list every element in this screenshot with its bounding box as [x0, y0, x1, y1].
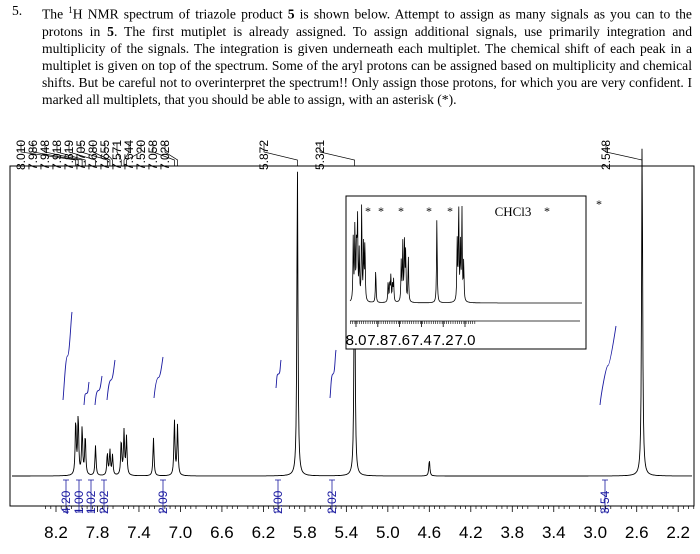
text-segment: H NMR spectrum of triazole product [72, 6, 288, 22]
peak-shift-label: 8.010 [14, 140, 28, 170]
inset-tick-label: 8.0 [346, 332, 367, 349]
peak-label-leader [32, 143, 79, 166]
inset-asterisk: * [398, 204, 404, 218]
peak-label-leader [92, 143, 111, 166]
integral-value: 2.00 [271, 490, 285, 514]
peak-shift-label: 7.655 [98, 140, 112, 170]
question-body: The 1H NMR spectrum of triazole product … [42, 2, 692, 108]
axis-tick-label: 2.6 [625, 523, 649, 542]
integral-value: 3.54 [598, 490, 612, 514]
inset-asterisk: * [365, 204, 371, 218]
inset-trace [349, 204, 582, 304]
peak-shift-label: 7.571 [110, 140, 124, 170]
peak-label-leader [20, 143, 77, 166]
question-text: 5. The 1H NMR spectrum of triazole produ… [12, 2, 692, 108]
axis-tick-label: 3.8 [500, 523, 524, 542]
peak-shift-label: 5.872 [257, 140, 271, 170]
integral-value: 2.02 [325, 490, 339, 514]
peak-label-leader [44, 143, 83, 166]
peak-label-leader [104, 143, 113, 166]
integral-value: 4.20 [59, 490, 73, 514]
axis-tick-label: 7.0 [169, 523, 193, 542]
peak-shift-label: 7.705 [74, 140, 88, 170]
ppm-axis: 8.2 7.8 7.4 7.0 6.6 6.2 5.8 5.4 5.0 4.6 4.2 3.8 3.4 3… [44, 506, 695, 542]
integral-curve [62, 311, 73, 401]
axis-tick-label: 2.2 [666, 523, 690, 542]
spectrum-plot: * [9, 148, 695, 507]
solvent-label: CHCl3 [495, 204, 532, 219]
integral-value: 2.09 [156, 490, 170, 514]
integral-curve [599, 325, 617, 406]
text-segment: The [42, 6, 69, 22]
superscript: 1 [68, 5, 73, 15]
inset-tick-label: 7.2 [433, 332, 454, 349]
aromatic-inset: 8.0 7.8 7.6 7.4 7.2 7.0 * * * * * * CHCl3 [345, 195, 587, 350]
peak-shift-label: 7.544 [122, 140, 136, 170]
peak-shift-label: 7.918 [50, 140, 64, 170]
integral-curve [94, 375, 103, 406]
integral-curve [329, 349, 337, 399]
peak-label-leader [164, 143, 178, 166]
axis-tick-label: 5.4 [335, 523, 359, 542]
axis-tick-label: 6.2 [252, 523, 276, 542]
axis-tick-label: 5.8 [293, 523, 317, 542]
inset-tick-label: 7.4 [411, 332, 432, 349]
plot-frame [9, 165, 695, 507]
axis-tick-label: 5.0 [376, 523, 400, 542]
axis-tick-label: 3.4 [542, 523, 566, 542]
integral-curve [275, 359, 282, 389]
integral-curve [153, 356, 164, 399]
question-number: 5. [12, 3, 23, 18]
peak-label-leader [263, 143, 298, 166]
peak-label-leader [126, 143, 142, 166]
peak-shift-label: 5.321 [313, 140, 327, 170]
inset-frame [345, 195, 587, 350]
axis-tick-label: 7.8 [86, 523, 110, 542]
peak-shift-label: 2.548 [599, 140, 613, 170]
axis-tick-label: 6.6 [210, 523, 234, 542]
peak-shift-label: 7.948 [38, 140, 52, 170]
text-segment: . The first mutiplet is already assigned… [42, 23, 693, 107]
axis-tick-label: 4.6 [417, 523, 441, 542]
peak-label-leader [56, 143, 86, 166]
peak-label-leader [152, 143, 175, 166]
inset-asterisk: * [544, 204, 550, 218]
axis-tick-label: 4.2 [459, 523, 483, 542]
peak-shift-label: 7.520 [134, 140, 148, 170]
peak-shift-label: 7.028 [158, 140, 172, 170]
integral-value: 1.02 [84, 490, 98, 514]
integral-curve [83, 381, 90, 406]
peak-shift-label: 7.819 [62, 140, 76, 170]
compound-number: 5 [287, 6, 295, 22]
integral-value: 1.00 [72, 490, 86, 514]
inset-tick-label: 7.6 [389, 332, 410, 349]
peak-label-leader [319, 143, 355, 166]
inset-tick-label: 7.0 [455, 332, 476, 349]
peak-label-group: 8.0107.9867.9487.9187.8197.7057.6807.655… [14, 140, 643, 170]
assignment-asterisk: * [596, 197, 602, 211]
peak-label-leader [123, 143, 130, 166]
inset-asterisk: * [447, 204, 453, 218]
inset-asterisk: * [426, 204, 432, 218]
text-segment: is shown below. Attempt to assign as man… [42, 6, 692, 39]
inset-tick-label: 7.8 [367, 332, 388, 349]
axis-tick-label: 7.4 [127, 523, 151, 542]
integral-value: 2.02 [97, 490, 111, 514]
peak-shift-label: 7.986 [26, 140, 40, 170]
compound-number: 5 [107, 23, 114, 39]
peak-label-leader [80, 143, 108, 166]
integral-curve [106, 359, 116, 401]
spectrum-trace [12, 148, 692, 477]
axis-tick-label: 3.0 [583, 523, 607, 542]
inset-asterisk: * [378, 204, 384, 218]
axis-tick-label: 8.2 [44, 523, 68, 542]
peak-shift-label: 7.058 [146, 140, 160, 170]
peak-label-leader [68, 143, 96, 166]
peak-shift-label: 7.680 [86, 140, 100, 170]
peak-label-leader [116, 143, 122, 166]
